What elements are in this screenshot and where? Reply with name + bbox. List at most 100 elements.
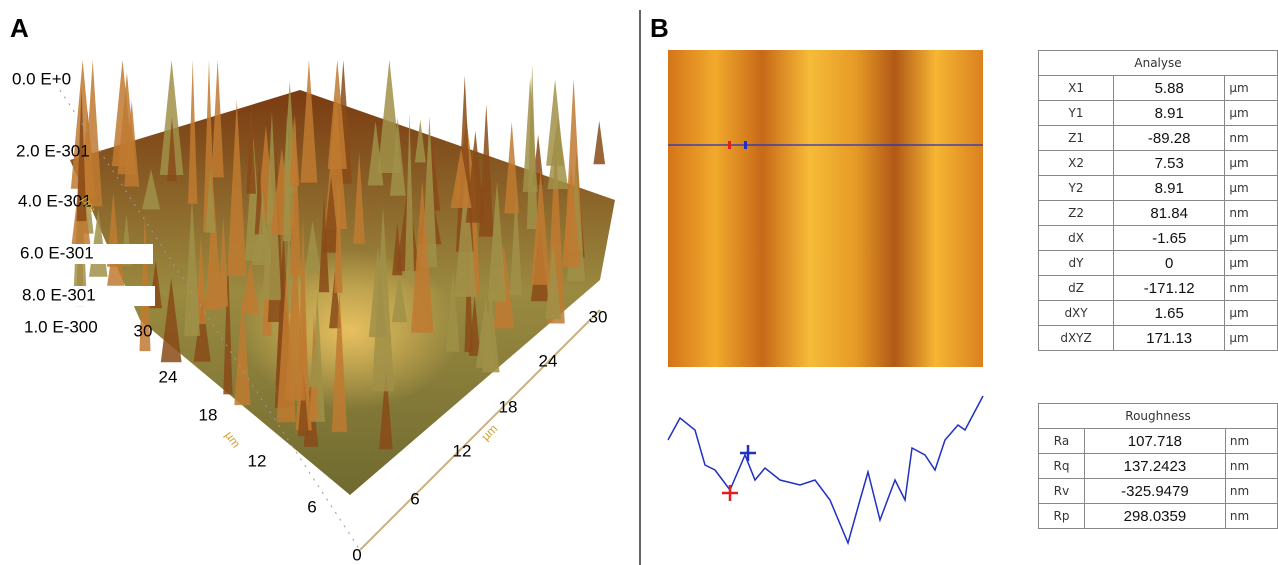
surface-spike (205, 189, 222, 309)
table-cell: dZ (1037, 275, 1115, 301)
surface-spike (223, 255, 233, 395)
axis-tick-label: 6 (307, 497, 316, 516)
table-cell: µm (1224, 325, 1278, 351)
table-title: Roughness (1038, 403, 1278, 429)
surface-spike (241, 261, 260, 314)
table-cell: 1.65 (1113, 300, 1226, 326)
surface-spike (379, 368, 393, 450)
table-cell: nm (1224, 125, 1278, 151)
table-row: dZ -171.12 nm (1037, 275, 1278, 301)
surface-spike (487, 181, 507, 302)
afm-image (668, 50, 983, 367)
surface-spike (404, 112, 415, 279)
z-axis-label: 4.0 E-301 (18, 191, 92, 210)
surface-spike (545, 242, 562, 320)
table-row: X2 7.53 µm (1037, 150, 1278, 176)
table-cell: X2 (1037, 150, 1115, 176)
table-cell: Ra (1038, 428, 1085, 454)
table-row: Z2 81.84 nm (1037, 200, 1278, 226)
panel-label: A (10, 13, 29, 43)
surface-spike (76, 88, 87, 222)
table-cell: 0 (1113, 250, 1226, 276)
table-cell: dX (1037, 225, 1115, 251)
table-cell: µm (1224, 225, 1278, 251)
surface-spike (124, 100, 140, 187)
table-cell: nm (1224, 503, 1278, 529)
table-cell: 8.91 (1113, 100, 1226, 126)
surface-spike (184, 196, 200, 336)
table-row: Ra 107.718 nm (1038, 428, 1278, 454)
axis-tick-label: 0 (352, 545, 361, 564)
surface-spike (300, 60, 318, 183)
table-cell: 7.53 (1113, 150, 1226, 176)
surface-spike (562, 166, 581, 267)
table-cell: Z2 (1037, 200, 1115, 226)
axis-tick-label: 18 (199, 405, 218, 424)
table-row: dX -1.65 µm (1037, 225, 1278, 251)
surface-spike (353, 151, 366, 244)
table-cell: nm (1224, 478, 1278, 504)
axis-tick-label: 24 (539, 351, 558, 370)
table-cell: Y2 (1037, 175, 1115, 201)
surface-spike (160, 277, 182, 363)
surface-spike (234, 296, 251, 406)
table-cell: 298.0359 (1083, 503, 1226, 529)
surface-spike (304, 220, 321, 275)
axis-line (359, 309, 601, 551)
table-cell: µm (1224, 75, 1278, 101)
table-cell: µm (1224, 175, 1278, 201)
surface-spike (139, 212, 151, 352)
table-cell: Rv (1038, 478, 1085, 504)
surface-spike (318, 195, 330, 293)
surface-spike (391, 274, 408, 323)
surface-spike (246, 104, 256, 194)
header-row: Analyse (1038, 50, 1278, 76)
axis-line (59, 89, 361, 551)
surface-spike (167, 116, 177, 182)
afm-overlay (668, 50, 983, 367)
cursor-marker (740, 445, 756, 461)
surface-spike (509, 189, 523, 296)
table-row: dXY 1.65 µm (1037, 300, 1278, 326)
axis-tick-label: 30 (134, 321, 153, 340)
table-cell: µm (1224, 250, 1278, 276)
table-cell: µm (1224, 100, 1278, 126)
panel-label: B (650, 13, 669, 43)
table-row: Y1 8.91 µm (1037, 100, 1278, 126)
axis-unit: µm (478, 421, 500, 443)
z-axis-label: 1.0 E-300 (24, 317, 98, 336)
roughness-table: Roughness Ra 107.718 nm Rq 137.2423 nm Rv -325.9… (1038, 403, 1278, 529)
surface-spike (111, 60, 134, 167)
surface-spike (445, 271, 460, 352)
table-cell: Rp (1038, 503, 1085, 529)
table-row: Rv -325.9479 nm (1038, 478, 1278, 504)
header-row: Roughness (1038, 403, 1278, 429)
z-axis-label: 0.0 E+0 (12, 69, 71, 88)
axis-tick-label: 12 (453, 441, 472, 460)
surface-spike (211, 60, 224, 178)
table-cell: -171.12 (1113, 275, 1226, 301)
table-cell: nm (1224, 275, 1278, 301)
axis-tick-label: 12 (248, 451, 267, 470)
axis-tick-label: 18 (499, 397, 518, 416)
surface-spike (159, 60, 184, 176)
table-cell: X1 (1037, 75, 1115, 101)
table-cell: Rq (1038, 453, 1085, 479)
surface-spike (193, 297, 211, 362)
z-axis-label: 6.0 E-301 (20, 243, 94, 262)
cursor-marker (722, 485, 738, 501)
axis-tick-label: 30 (589, 307, 608, 326)
table-cell: nm (1224, 428, 1278, 454)
table-cell: dY (1037, 250, 1115, 276)
label-bg (18, 244, 153, 264)
z-axis-label: 8.0 E-301 (22, 285, 96, 304)
surface-spike (142, 169, 161, 210)
axis-tick-label: 6 (410, 489, 419, 508)
surface-spike (308, 337, 323, 388)
table-cell: 81.84 (1113, 200, 1226, 226)
surface-spike (465, 130, 486, 223)
surface-spike (297, 371, 309, 437)
surface-spike (327, 60, 347, 169)
table-row: dY 0 µm (1037, 250, 1278, 276)
